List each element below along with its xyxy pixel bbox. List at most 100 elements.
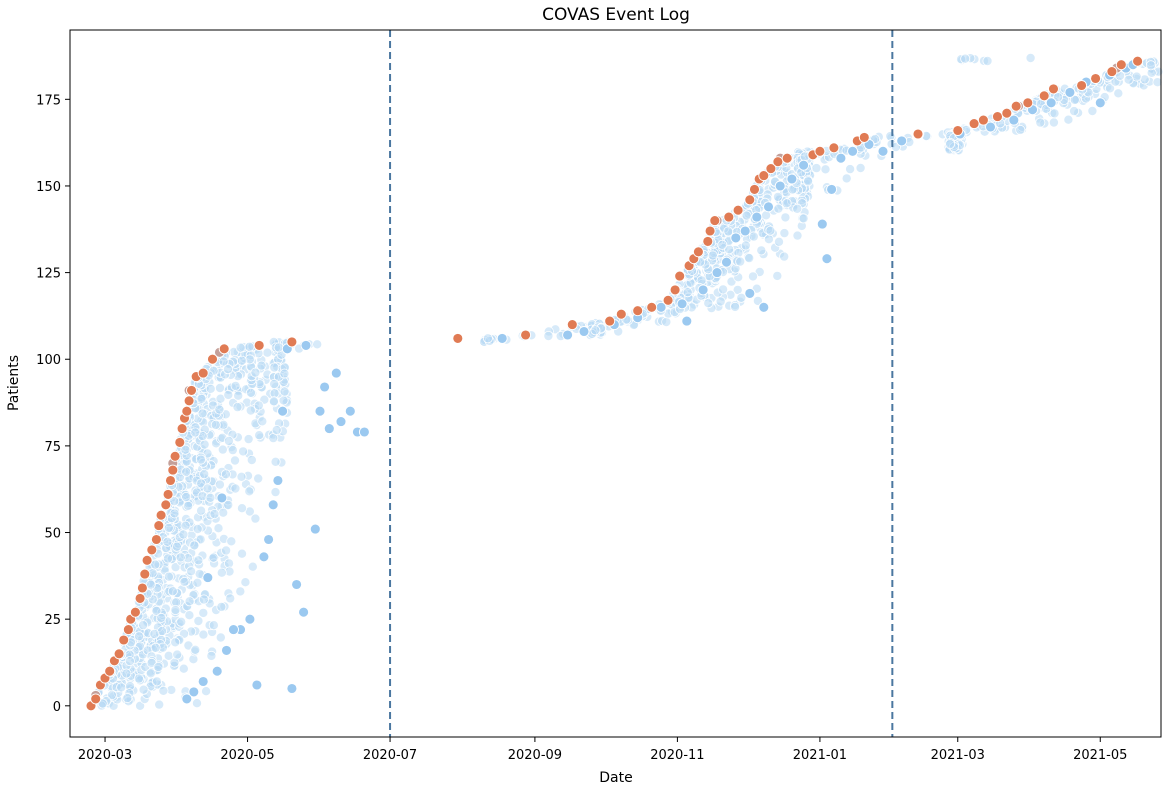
data-point-event-light [223,435,234,446]
data-point-event-light [134,631,145,642]
data-point-event-light [1049,108,1060,119]
data-point-event-light [223,499,234,510]
data-point-admission [765,163,777,175]
data-point-event [197,676,209,687]
data-point-event-light [717,239,728,250]
data-point-event-light [133,673,144,684]
data-point-event-light [184,596,195,607]
data-point-event [216,492,228,504]
data-point-event [309,523,321,535]
y-tick-label: 50 [44,527,61,542]
data-point-event-light [193,616,204,627]
data-point-event-light [250,367,261,378]
data-point-event-light [236,355,247,366]
data-point-event-light [229,455,240,466]
data-point-event-light [253,473,264,484]
data-point-event-light [209,508,220,519]
data-point-event [221,644,232,656]
data-point-event-light [244,341,255,352]
data-point-event-light [180,444,191,455]
data-point-event [496,332,508,344]
plot-frame [69,29,1162,738]
data-point-event [188,686,200,698]
data-point-event-light [245,387,256,398]
data-point-event-light [192,524,203,535]
data-point-event-light [186,566,197,577]
data-point-event-light [122,693,133,704]
data-point-event-light [780,212,791,223]
data-point-event-light [1152,77,1163,88]
data-point-admission [1076,80,1088,91]
data-point-admission [136,582,148,594]
data-point-admission [1115,59,1127,71]
data-point-admission [709,215,721,227]
data-point-event-light [178,663,189,674]
x-tick-label: 2020-11 [650,748,704,763]
data-point-admission [615,308,627,320]
y-tick-label: 125 [36,267,61,282]
data-point-event-light [205,492,216,503]
data-point-event-light [945,139,956,150]
data-point-event-light [772,270,783,281]
data-point-event-light [230,380,241,391]
data-point-event-light [171,541,182,552]
data-point-event-light [236,548,247,559]
data-point-event-light [162,536,173,547]
data-point-event-light [1063,114,1074,125]
data-point-event-light [312,339,323,350]
data-point-event-light [230,483,241,494]
data-point-event-light [779,228,790,239]
data-point-admission [704,225,716,237]
data-point-event-light [121,668,132,679]
data-point-event-light [661,316,672,327]
data-point-event-light [736,292,747,303]
data-point-event [267,499,279,511]
data-point-event-light [740,240,751,251]
data-point-admission [176,423,188,435]
data-point-event-light [176,616,187,627]
data-point-event-light [201,686,212,697]
data-point-admission [814,145,826,157]
data-point-admission [968,118,980,130]
data-point-event-light [752,295,763,306]
data-point-event-light [190,644,201,655]
data-point-event [578,326,590,337]
data-point-event-light [213,523,224,534]
data-point-admission [692,246,704,258]
data-point-event-light [1035,117,1046,128]
data-point-event-light [226,536,237,547]
data-point-admission [1132,55,1144,67]
data-point-event-light [482,333,493,344]
data-point-event-light [256,360,267,371]
data-point-event-light [773,191,784,202]
data-point-admission [828,142,840,154]
data-point-event [258,551,270,563]
data-point-event-light [735,256,746,267]
data-point-event-light [196,393,207,404]
data-point-admission [134,592,146,604]
data-point-event-light [1105,83,1116,94]
data-point-event [228,624,239,636]
data-point-event [314,405,326,417]
data-point-event-light [215,632,226,643]
data-point-event [798,159,810,171]
data-point-event-light [193,555,204,566]
data-point-event-light [262,347,273,358]
data-point-event-light [763,234,774,245]
data-point-event [676,298,688,310]
data-point-event [758,301,770,313]
y-tick-label: 0 [53,700,61,715]
data-point-event-light [268,396,279,407]
data-point-event-light [1048,117,1059,128]
data-point-event-light [798,213,809,224]
data-point-event-light [195,534,206,545]
data-point-event-light [225,593,236,604]
data-point-admission [1106,66,1118,78]
data-point-admission [952,125,964,136]
data-point-admission [186,384,197,396]
data-point-event-light [707,250,718,261]
y-axis-label: Patients [6,355,22,411]
y-tick-label: 75 [44,440,61,455]
data-point-event-light [982,56,993,67]
data-point-event-light [135,700,146,711]
